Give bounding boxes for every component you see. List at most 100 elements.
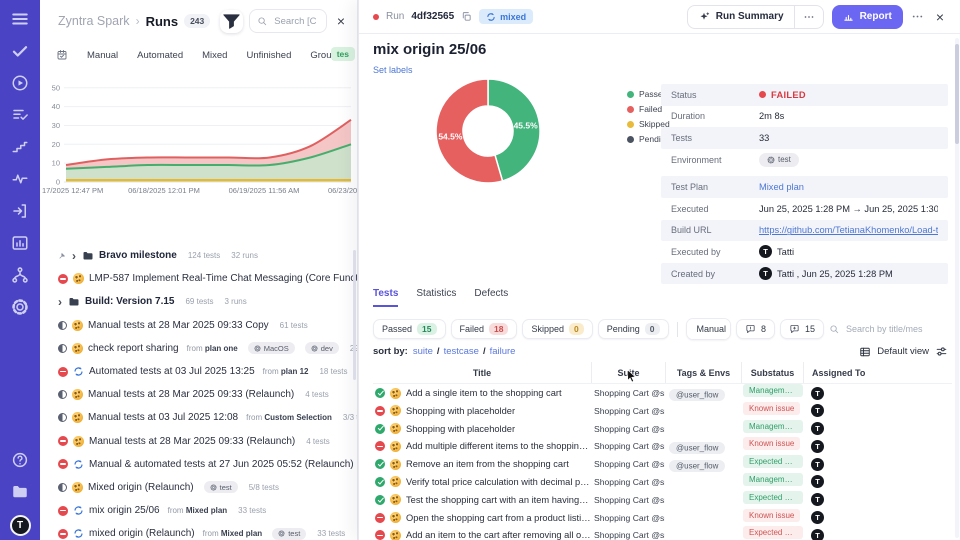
runs-tab-groups[interactable]: Groups	[310, 49, 342, 61]
runs-list-scrollbar[interactable]	[352, 250, 356, 380]
runs-panel-close-icon[interactable]: ×	[336, 13, 345, 29]
filter-chip-pending[interactable]: Pending 0	[597, 319, 669, 339]
default-view-button[interactable]: Default view	[877, 346, 929, 357]
tests-search[interactable]	[829, 323, 952, 335]
runs-tab-mixed[interactable]: Mixed	[202, 49, 228, 61]
table-row[interactable]: Shopping with placeholder Shopping Cart @…	[373, 401, 952, 420]
user-avatar[interactable]: T	[9, 515, 31, 536]
runs-search-input[interactable]	[272, 14, 319, 28]
column-header-assigned-to[interactable]: Assigned To	[803, 362, 952, 383]
more-options-icon[interactable]	[911, 10, 924, 23]
avatar[interactable]: T	[811, 475, 824, 489]
sidebar-branch-icon[interactable]	[11, 266, 29, 284]
run-list-item[interactable]: Manual tests at 28 Mar 2025 09:33 (Relau…	[40, 383, 357, 406]
avatar[interactable]: T	[811, 422, 824, 436]
run-list-item[interactable]: › Bravo milestone 124 tests 32 runs	[40, 244, 357, 267]
filter-chip-comment-alert[interactable]: 8	[735, 319, 775, 339]
sliders-icon[interactable]	[935, 345, 948, 358]
run-detail-scrollbar-thumb[interactable]	[955, 44, 959, 144]
column-header-tags-envs[interactable]: Tags & Envs	[665, 362, 741, 383]
avatar[interactable]: T	[811, 439, 824, 453]
sidebar-pulse-icon[interactable]	[11, 170, 29, 188]
run-list-item[interactable]: Manual tests at 28 Mar 2025 09:33 (Relau…	[40, 430, 357, 453]
run-summary-button[interactable]: Run Summary	[688, 6, 794, 28]
table-row[interactable]: Verify total price calculation with deci…	[373, 472, 952, 491]
expand-chevron-icon[interactable]: ›	[72, 248, 76, 263]
avatar[interactable]: T	[811, 404, 824, 418]
legend-item-skipped[interactable]: Skipped	[627, 119, 670, 129]
env-tab-badge[interactable]: tes	[330, 47, 355, 61]
set-labels-link[interactable]: Set labels	[373, 65, 413, 75]
run-list-item[interactable]: check report sharing from plan one MacOS de…	[40, 337, 357, 360]
run-list-item[interactable]: › Build: Version 7.15 69 tests 3 runs	[40, 290, 357, 313]
column-header-suite[interactable]: Suite	[591, 362, 665, 383]
sort-option-testcase[interactable]: testcase	[443, 346, 479, 357]
expand-chevron-icon[interactable]: ›	[58, 294, 62, 309]
legend-item-passed[interactable]: Passed	[627, 89, 670, 99]
tab-statistics[interactable]: Statistics	[416, 288, 457, 299]
sidebar-menu-icon[interactable]	[11, 10, 29, 28]
sidebar-gear-icon[interactable]	[11, 298, 29, 316]
sidebar-help-icon[interactable]	[11, 451, 29, 469]
run-list-item[interactable]: Manual tests at 28 Mar 2025 09:33 Copy 61…	[40, 314, 357, 337]
runs-tab-unfinished[interactable]: Unfinished	[246, 49, 292, 61]
breadcrumb-app[interactable]: Zyntra Spark	[58, 14, 130, 28]
table-row[interactable]: Shopping with placeholder Shopping Cart @…	[373, 419, 952, 438]
tab-tests[interactable]: Tests	[373, 288, 399, 307]
avatar[interactable]: T	[811, 493, 824, 507]
filter-chip-manual[interactable]: Manual	[686, 319, 730, 339]
sidebar-folder-icon[interactable]	[11, 483, 29, 501]
runs-tab-manual[interactable]: Manual	[87, 49, 119, 61]
table-row[interactable]: Remove an item from the shopping cart Sho…	[373, 455, 952, 473]
sidebar-play-icon[interactable]	[11, 74, 29, 92]
run-list-item[interactable]: Manual tests at 03 Jul 2025 12:08 from Cu…	[40, 406, 357, 429]
sidebar-steps-icon[interactable]	[11, 138, 29, 156]
avatar[interactable]: T	[811, 511, 824, 525]
runs-tab-automated[interactable]: Automated	[137, 49, 184, 61]
runs-search[interactable]	[249, 9, 327, 33]
table-row[interactable]: Add a single item to the shopping cart Sh…	[373, 384, 952, 402]
run-list-item[interactable]: Manual & automated tests at 27 Jun 2025 …	[40, 453, 357, 476]
info-link[interactable]: Mixed plan	[759, 182, 804, 193]
table-view-icon[interactable]	[859, 346, 871, 358]
filter-chip-failed[interactable]: Failed 18	[450, 319, 518, 339]
run-list-item[interactable]: mixed origin (Relaunch) from Mixed plan te…	[40, 522, 357, 540]
filter-chip-passed[interactable]: Passed 15	[373, 319, 446, 339]
avatar[interactable]: T	[811, 386, 824, 400]
calendar-check-icon[interactable]	[56, 49, 68, 61]
run-list-item[interactable]: LMP-587 Implement Real-Time Chat Messagi…	[40, 267, 357, 290]
info-link[interactable]: https://github.com/TetianaKhomenko/Load-…	[759, 225, 938, 236]
filter-chip-skipped[interactable]: Skipped 0	[522, 319, 593, 339]
run-summary-more-icon[interactable]	[793, 5, 823, 28]
avatar[interactable]: T	[759, 245, 772, 259]
column-header-substatus[interactable]: Substatus	[741, 362, 803, 383]
report-button[interactable]: Report	[831, 4, 903, 29]
filter-chip-comment-plus[interactable]: 15	[779, 319, 824, 339]
avatar[interactable]: T	[811, 457, 824, 471]
run-list-item[interactable]: Mixed origin (Relaunch) test 5/8 tests	[40, 476, 357, 499]
run-detail-scrollbar-track[interactable]	[955, 38, 959, 538]
table-row[interactable]: Open the shopping cart from a product li…	[373, 508, 952, 527]
sidebar-list-check-icon[interactable]	[11, 106, 29, 124]
run-list-item[interactable]: Automated tests at 03 Jul 2025 13:25 from…	[40, 360, 357, 383]
sort-option-suite[interactable]: suite	[412, 346, 433, 357]
avatar[interactable]: T	[811, 528, 824, 540]
copy-icon[interactable]	[461, 11, 472, 22]
breadcrumb-page[interactable]: Runs	[145, 13, 179, 29]
sort-option-failure[interactable]: failure	[489, 346, 516, 357]
table-row[interactable]: Test the shopping cart with an item havi…	[373, 490, 952, 509]
legend-item-pending[interactable]: Pending	[627, 134, 670, 144]
column-header-title[interactable]: Title	[472, 367, 492, 378]
run-list-item[interactable]: mix origin 25/06 from Mixed plan 33 tests	[40, 499, 357, 522]
tests-search-input[interactable]	[844, 323, 952, 335]
table-row[interactable]: Add an item to the cart after removing a…	[373, 526, 952, 540]
table-row[interactable]: Add multiple different items to the shop…	[373, 437, 952, 455]
tab-defects[interactable]: Defects	[474, 288, 509, 299]
avatar[interactable]: T	[759, 267, 772, 281]
sidebar-import-icon[interactable]	[11, 202, 29, 220]
sidebar-chart-icon[interactable]	[11, 234, 29, 252]
pin-icon[interactable]	[58, 251, 67, 260]
sidebar-check-icon[interactable]	[11, 42, 29, 60]
filter-button[interactable]	[220, 9, 244, 33]
legend-item-failed[interactable]: Failed	[627, 104, 670, 114]
